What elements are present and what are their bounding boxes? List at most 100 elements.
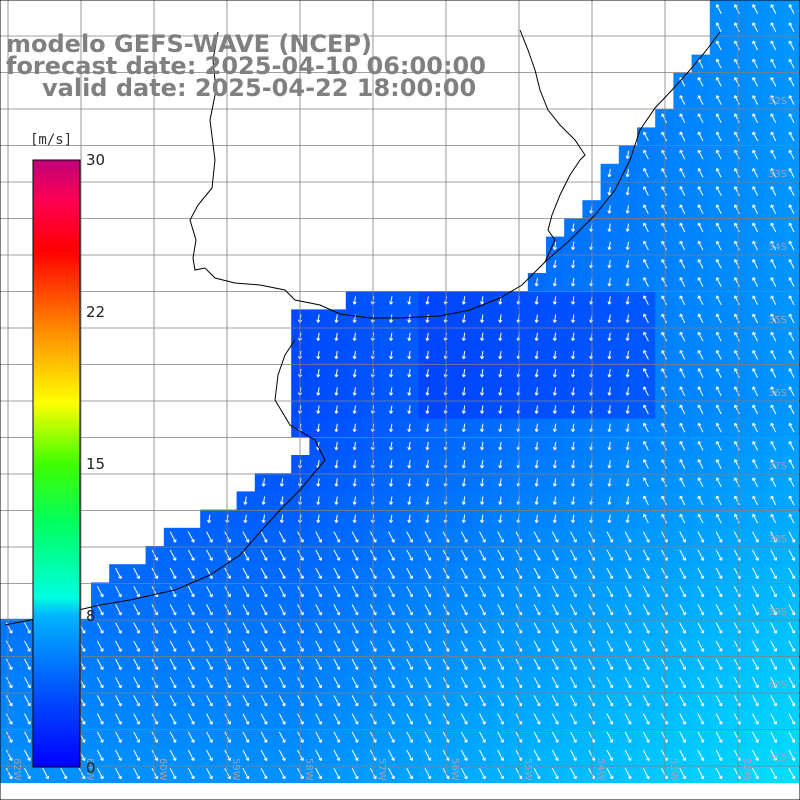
wind-arrow xyxy=(187,640,195,652)
wind-arrow xyxy=(752,495,759,506)
wind-arrow xyxy=(770,404,777,415)
wind-arrow xyxy=(406,531,413,543)
wind-arrow xyxy=(715,349,722,360)
wind-arrow xyxy=(661,331,668,342)
wind-arrow xyxy=(316,332,321,342)
wind-arrow xyxy=(607,423,612,433)
wind-arrow xyxy=(752,422,759,433)
wind-arrow xyxy=(425,460,430,469)
wind-arrow xyxy=(715,459,722,469)
wind-arrow xyxy=(406,658,413,671)
wind-arrow xyxy=(770,495,777,506)
wind-arrow xyxy=(224,549,231,561)
wind-arrow xyxy=(642,604,650,616)
wind-arrow xyxy=(242,767,250,780)
wind-arrow xyxy=(425,314,430,323)
wind-arrow xyxy=(697,640,705,652)
wind-arrow xyxy=(734,404,740,415)
wind-arrow xyxy=(679,713,686,725)
wind-arrow xyxy=(352,441,357,451)
wind-arrow xyxy=(151,622,159,634)
wind-arrow xyxy=(770,113,777,124)
wind-arrow xyxy=(715,113,722,124)
wind-arrow xyxy=(133,604,140,616)
wind-arrow xyxy=(643,513,649,524)
wind-arrow xyxy=(715,149,722,160)
wind-arrow xyxy=(115,749,122,762)
wind-arrow xyxy=(352,405,357,414)
wind-arrow xyxy=(715,513,722,524)
wind-arrow xyxy=(697,368,704,378)
wind-arrow xyxy=(460,549,468,561)
wind-arrow xyxy=(679,604,686,616)
wind-arrow xyxy=(715,368,722,378)
wind-arrow xyxy=(133,767,140,780)
wind-arrow xyxy=(752,349,759,360)
wind-arrow xyxy=(625,423,630,433)
wind-arrow xyxy=(607,405,612,414)
wind-arrow xyxy=(642,695,650,707)
wind-arrow xyxy=(625,405,630,414)
wind-arrow xyxy=(661,422,668,433)
wind-arrow xyxy=(424,695,432,707)
colorbar xyxy=(32,159,81,768)
wind-arrow xyxy=(242,567,250,580)
wind-arrow xyxy=(788,204,795,215)
wind-arrow xyxy=(679,495,686,506)
wind-arrow xyxy=(752,622,759,634)
wind-arrow xyxy=(460,622,468,634)
wind-arrow xyxy=(151,640,159,652)
wind-arrow xyxy=(552,296,557,305)
wind-arrow xyxy=(96,695,104,707)
wind-arrow xyxy=(642,622,650,634)
wind-arrow xyxy=(407,350,412,360)
wind-arrow xyxy=(679,368,686,378)
model-title: modelo GEFS-WAVE (NCEP) xyxy=(6,30,372,58)
wind-arrow xyxy=(96,640,104,652)
wind-arrow xyxy=(206,640,213,652)
wind-arrow xyxy=(734,76,740,87)
wind-arrow xyxy=(570,604,577,616)
wind-arrow xyxy=(697,713,705,725)
wind-arrow xyxy=(607,278,612,287)
wind-arrow xyxy=(643,204,649,215)
wind-arrow xyxy=(461,514,466,524)
wind-arrow xyxy=(333,531,341,543)
wind-arrow xyxy=(625,387,630,396)
wind-arrow xyxy=(715,331,722,342)
forecast-date: forecast date: 2025-04-10 06:00:00 xyxy=(6,52,486,80)
wind-arrow xyxy=(734,222,740,233)
wind-arrow xyxy=(334,387,339,396)
wind-arrow xyxy=(334,332,339,342)
wind-arrow xyxy=(461,332,466,342)
wind-arrow xyxy=(497,531,504,543)
wind-arrow xyxy=(661,240,668,251)
wind-arrow xyxy=(115,695,122,707)
wind-arrow xyxy=(607,332,612,342)
wind-arrow xyxy=(788,258,795,269)
wind-arrow xyxy=(333,549,341,561)
lat-label: 33S xyxy=(768,169,787,180)
wind-arrow xyxy=(425,514,430,524)
wind-arrow xyxy=(551,658,559,671)
lon-label: 58W xyxy=(303,758,314,781)
wind-arrow xyxy=(770,386,777,397)
wind-arrow xyxy=(388,585,395,598)
wind-arrow xyxy=(770,277,777,287)
wind-arrow xyxy=(279,496,284,505)
wind-arrow xyxy=(498,369,503,378)
wind-arrow xyxy=(115,640,122,652)
wind-arrow xyxy=(734,422,740,433)
wind-arrow xyxy=(661,349,668,360)
wind-arrow xyxy=(534,332,539,342)
wind-arrow xyxy=(624,640,632,652)
wind-arrow xyxy=(697,658,705,671)
wind-arrow xyxy=(424,676,432,689)
wind-arrow xyxy=(642,549,650,561)
wind-arrow xyxy=(661,495,668,506)
wind-arrow xyxy=(461,369,466,378)
wind-arrow xyxy=(770,349,777,360)
wind-arrow xyxy=(788,513,795,524)
wind-arrow xyxy=(5,676,13,689)
